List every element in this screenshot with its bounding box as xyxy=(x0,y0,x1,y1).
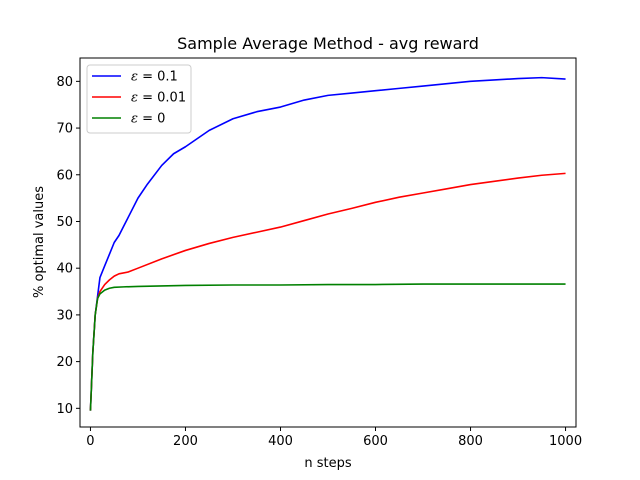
x-tick-label: 1000 xyxy=(549,434,582,449)
series-layer xyxy=(89,76,566,411)
y-axis: 10 20 30 40 50 60 70 80 xyxy=(56,75,80,417)
plot-area xyxy=(79,57,577,428)
y-tick-label: 40 xyxy=(56,262,73,277)
legend-label-0: ε = 0.1 xyxy=(131,70,178,85)
legend: ε = 0.1 ε = 0.01 ε = 0 xyxy=(86,64,192,134)
series-line-2 xyxy=(89,283,566,411)
x-tick-label: 400 xyxy=(268,434,293,449)
y-tick-label: 30 xyxy=(56,308,73,323)
legend-label-1: ε = 0.01 xyxy=(131,91,186,106)
x-axis: 0 200 400 600 800 1000 xyxy=(86,427,582,449)
legend-label-2: ε = 0 xyxy=(131,112,165,127)
x-tick-label: 800 xyxy=(458,434,483,449)
plot-frame xyxy=(79,57,577,428)
x-tick-label: 200 xyxy=(173,434,198,449)
series-line-1 xyxy=(89,172,566,411)
x-tick-label: 600 xyxy=(363,434,388,449)
y-tick-label: 50 xyxy=(56,215,73,230)
x-tick-label: 0 xyxy=(86,434,94,449)
y-axis-label: % optimal values xyxy=(32,186,47,298)
legend-box xyxy=(86,64,192,134)
series-line-0 xyxy=(89,76,566,411)
y-tick-label: 20 xyxy=(56,355,73,370)
y-tick-label: 60 xyxy=(56,168,73,183)
y-tick-label: 70 xyxy=(56,122,73,137)
y-tick-label: 10 xyxy=(56,402,73,417)
x-axis-label: n steps xyxy=(304,456,351,471)
y-tick-label: 80 xyxy=(56,75,73,90)
chart-title: Sample Average Method - avg reward xyxy=(177,34,479,53)
